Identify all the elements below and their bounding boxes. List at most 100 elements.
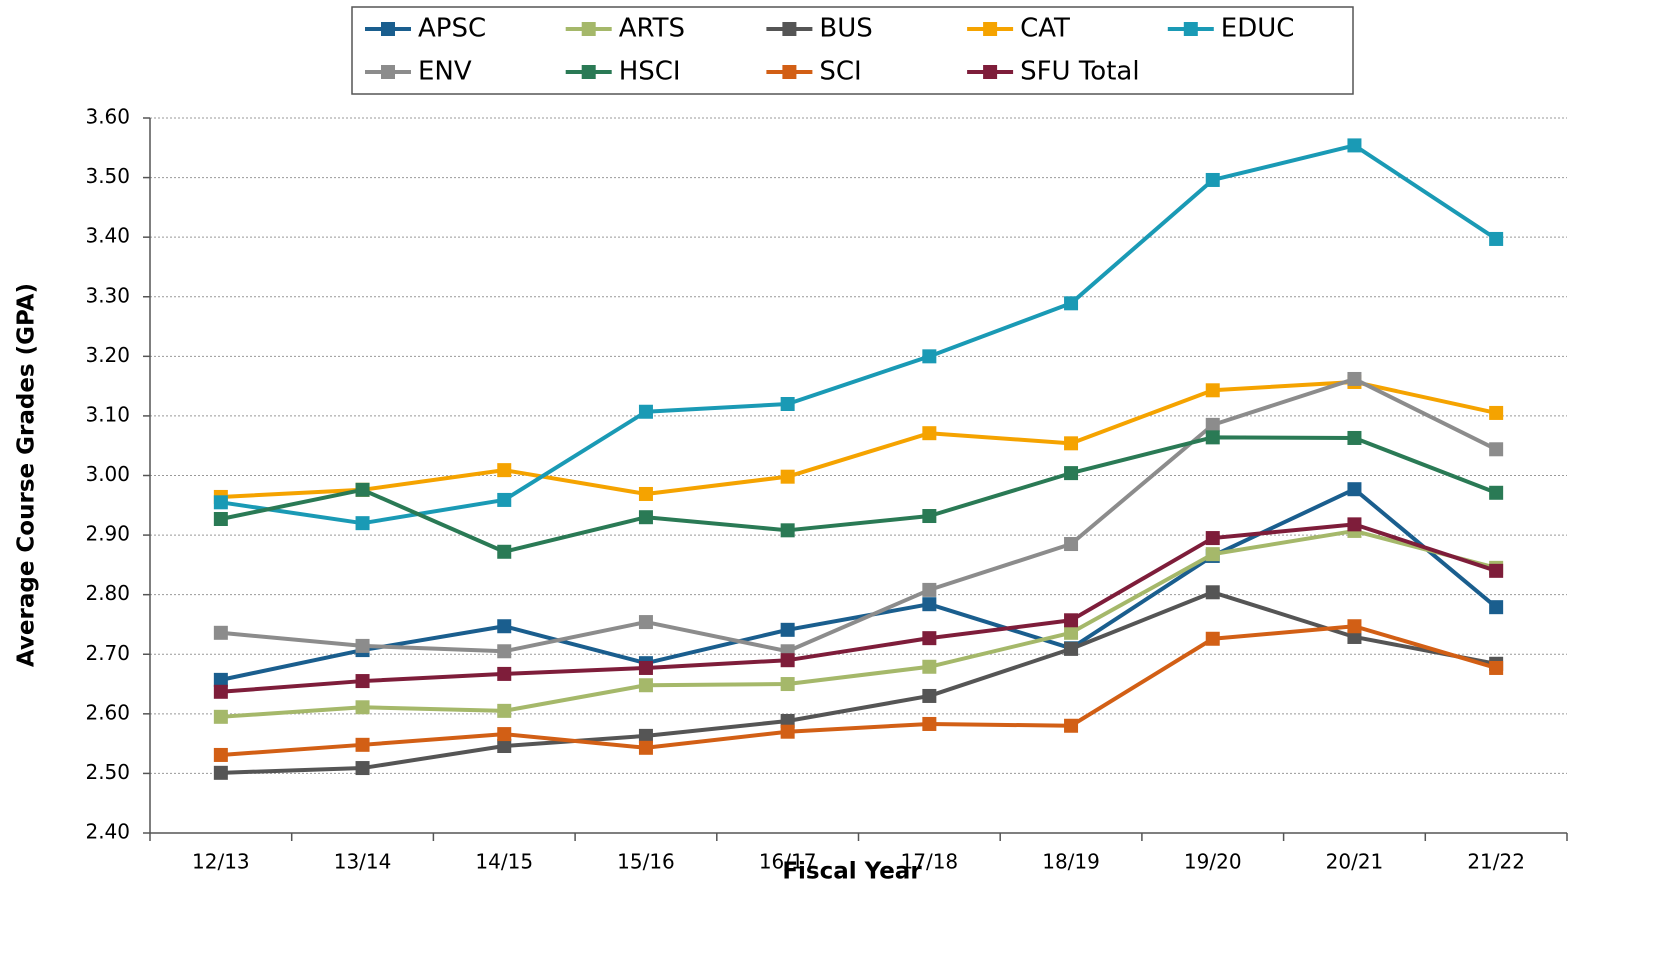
data-point	[355, 516, 370, 531]
data-point	[355, 638, 370, 653]
x-tick-label: 12/13	[192, 850, 250, 874]
data-point	[922, 659, 937, 674]
data-point	[638, 486, 653, 501]
legend-marker	[983, 22, 998, 36]
data-point	[1347, 371, 1362, 386]
legend-label: HSCI	[619, 57, 681, 87]
data-point	[355, 737, 370, 752]
x-tick-label: 17/18	[901, 850, 959, 874]
y-tick-label: 2.90	[85, 522, 130, 546]
data-point	[1064, 641, 1079, 656]
series-line	[220, 624, 1497, 757]
data-point	[213, 511, 228, 526]
data-point	[213, 495, 228, 510]
x-tick-label: 20/21	[1326, 850, 1384, 874]
data-point	[1489, 231, 1504, 246]
y-tick-label: 3.00	[85, 462, 130, 486]
legend-label: ENV	[418, 57, 472, 87]
y-tick-label: 3.50	[85, 164, 130, 188]
data-point	[780, 653, 795, 668]
series-line	[220, 376, 1498, 654]
data-point	[1064, 718, 1079, 733]
x-tick-label: 16/17	[759, 850, 817, 874]
data-point	[780, 677, 795, 692]
x-tick-label: 13/14	[334, 850, 392, 874]
legend-marker	[381, 22, 395, 36]
y-tick-label: 2.50	[85, 760, 130, 784]
data-point	[213, 765, 228, 780]
legend-marker	[381, 65, 395, 79]
series-line	[220, 379, 1497, 499]
data-point	[1205, 585, 1220, 600]
legend-label: EDUC	[1221, 14, 1295, 44]
series-line	[220, 528, 1497, 719]
data-point	[922, 597, 937, 612]
data-point	[638, 404, 653, 419]
legend-label: APSC	[418, 14, 486, 44]
series-line	[220, 487, 1498, 682]
data-point	[1489, 563, 1504, 578]
legend-label: SCI	[819, 57, 861, 87]
data-point	[922, 349, 937, 364]
data-point	[497, 703, 512, 718]
data-point	[1347, 430, 1362, 445]
data-point	[1064, 296, 1079, 311]
y-tick-label: 3.40	[85, 224, 130, 248]
data-point	[213, 747, 228, 762]
data-point	[922, 509, 937, 524]
data-point	[1347, 482, 1362, 497]
x-tick-label: 19/20	[1184, 850, 1242, 874]
data-point	[1347, 138, 1362, 153]
data-point	[1205, 531, 1220, 546]
x-tick-label: 18/19	[1042, 850, 1100, 874]
data-point	[638, 615, 653, 630]
data-point	[638, 660, 653, 675]
legend-marker	[581, 22, 596, 36]
data-point	[1205, 172, 1220, 187]
legend-label: SFU Total	[1020, 57, 1139, 87]
y-tick-label: 2.40	[85, 820, 130, 844]
data-point	[1489, 600, 1504, 615]
data-point	[1489, 660, 1504, 675]
data-point	[1064, 537, 1079, 552]
legend-marker	[1183, 22, 1198, 36]
data-point	[497, 666, 512, 681]
data-point	[1489, 442, 1504, 457]
data-point	[213, 684, 228, 699]
x-axis-label: Fiscal Year	[782, 859, 922, 885]
y-tick-label: 3.60	[85, 105, 130, 129]
x-tick-label: 21/22	[1467, 850, 1525, 874]
data-point	[213, 625, 228, 640]
data-point	[1347, 629, 1362, 644]
series-line	[220, 143, 1498, 526]
x-tick-label: 15/16	[617, 850, 675, 874]
data-point	[780, 523, 795, 538]
data-point	[780, 469, 795, 484]
series-line	[220, 590, 1497, 775]
data-point	[1347, 517, 1362, 532]
data-point	[638, 728, 653, 743]
data-point	[497, 544, 512, 559]
x-tick-label: 14/15	[475, 850, 533, 874]
data-point	[1064, 436, 1079, 451]
data-point	[497, 739, 512, 754]
data-point	[922, 716, 937, 731]
data-point	[497, 619, 512, 634]
data-point	[213, 709, 228, 724]
y-tick-label: 3.20	[85, 343, 130, 367]
data-point	[922, 426, 937, 441]
series-line	[220, 435, 1497, 554]
data-point	[638, 510, 653, 525]
y-axis-label: Average Course Grades (GPA)	[14, 283, 40, 667]
data-point	[1489, 405, 1504, 420]
legend-label: BUS	[819, 14, 872, 44]
data-point	[1064, 613, 1079, 628]
data-point	[1205, 547, 1220, 562]
y-tick-label: 2.80	[85, 581, 130, 605]
data-point	[922, 688, 937, 703]
legend-marker	[782, 22, 797, 36]
data-point	[1064, 466, 1079, 481]
data-point	[213, 672, 228, 687]
data-point	[1205, 631, 1220, 646]
